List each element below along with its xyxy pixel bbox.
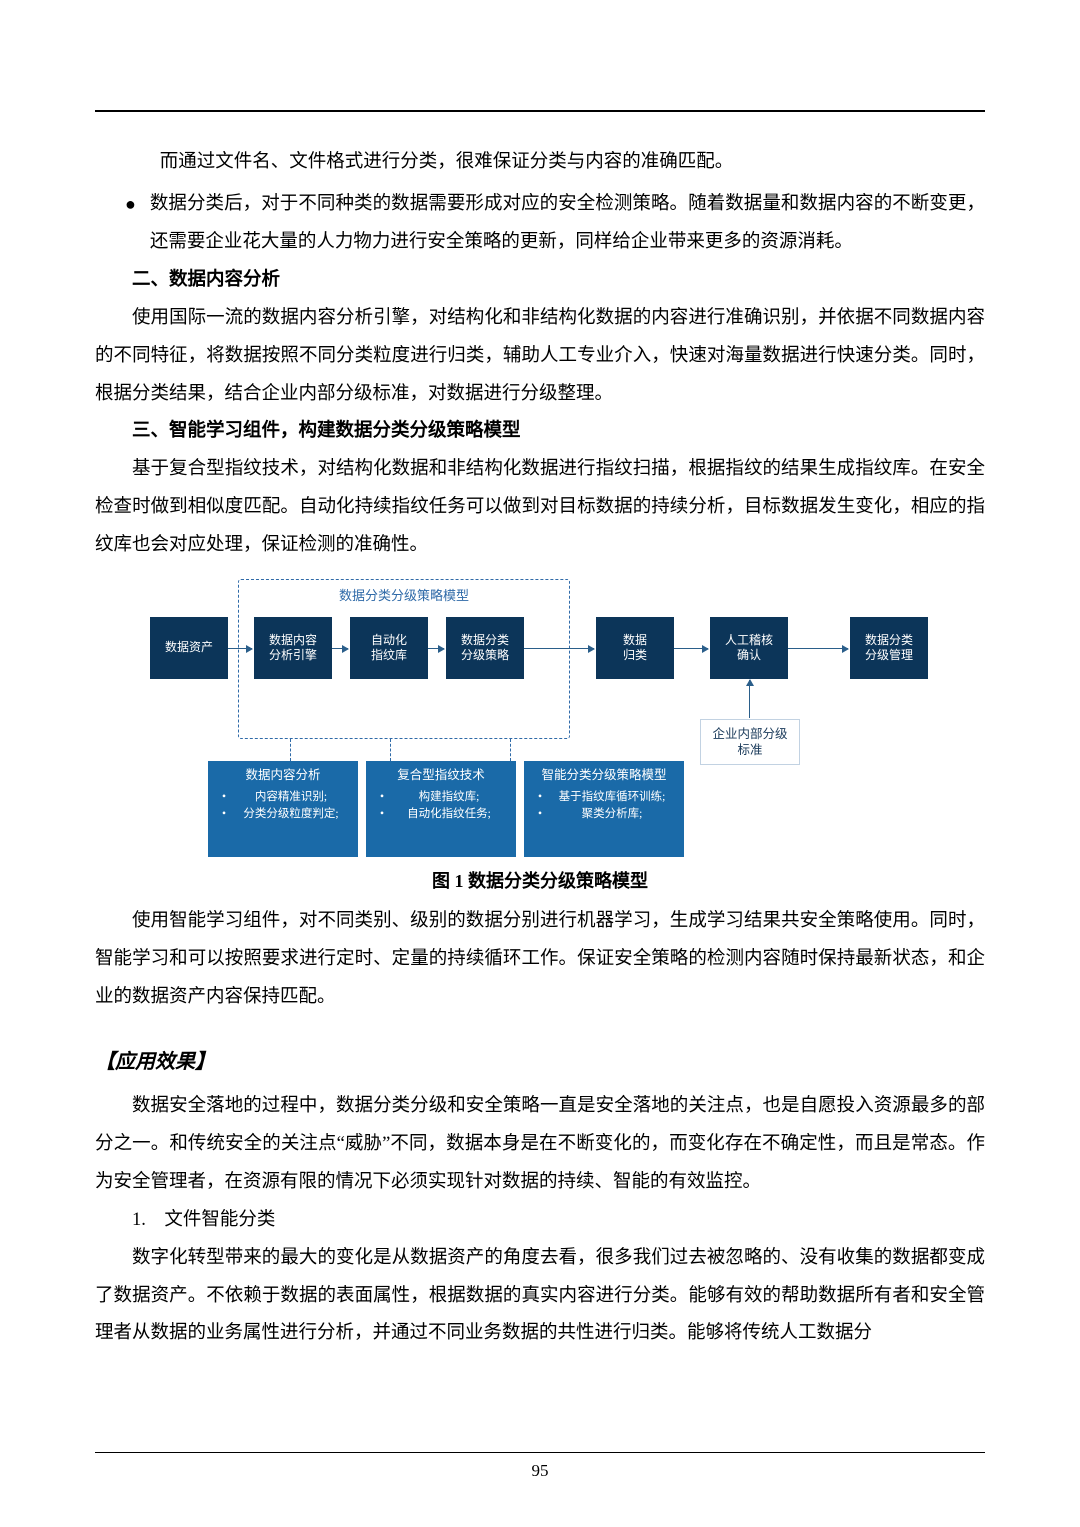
paragraph: 数据安全落地的过程中，数据分类分级和安全策略一直是安全落地的关注点，也是自愿投入… bbox=[95, 1088, 985, 1202]
pane-item: 基于指纹库循环训练; bbox=[538, 789, 676, 806]
paragraph: 基于复合型指纹技术，对结构化数据和非结构化数据进行指纹扫描，根据指纹的结果生成指… bbox=[95, 451, 985, 565]
page-number: 95 bbox=[0, 1461, 1080, 1481]
connector bbox=[390, 739, 391, 761]
box-fp: 自动化 指纹库 bbox=[350, 617, 428, 679]
arrow bbox=[788, 648, 848, 649]
pane-item: 自动化指纹任务; bbox=[380, 806, 508, 823]
dashed-title: 数据分类分级策略模型 bbox=[300, 585, 508, 604]
connector bbox=[290, 739, 291, 761]
top-rule bbox=[95, 110, 985, 112]
bottom-rule bbox=[95, 1452, 985, 1453]
box-classify: 数据 归类 bbox=[596, 617, 674, 679]
arrow bbox=[228, 648, 252, 649]
paragraph: 使用国际一流的数据内容分析引擎，对结构化和非结构化数据的内容进行准确识别，并依据… bbox=[95, 300, 985, 414]
pane-model: 智能分类分级策略模型 基于指纹库循环训练; 聚类分析库; bbox=[524, 761, 684, 857]
heading-2: 二、数据内容分析 bbox=[95, 262, 985, 300]
box-engine: 数据内容 分析引擎 bbox=[254, 617, 332, 679]
box-confirm: 人工稽核 确认 bbox=[710, 617, 788, 679]
bullet-icon: ● bbox=[125, 194, 136, 215]
box-manage: 数据分类 分级管理 bbox=[850, 617, 928, 679]
heading-3: 三、智能学习组件，构建数据分类分级策略模型 bbox=[95, 413, 985, 451]
connector bbox=[510, 739, 511, 761]
continuation-text: 而通过文件名、文件格式进行分类，很难保证分类与内容的准确匹配。 bbox=[95, 144, 985, 182]
paragraph: 数字化转型带来的最大的变化是从数据资产的角度去看，很多我们过去被忽略的、没有收集… bbox=[95, 1240, 985, 1354]
pane-title: 复合型指纹技术 bbox=[374, 767, 508, 783]
section-heading: 【应用效果】 bbox=[95, 1045, 985, 1074]
arrow bbox=[332, 648, 348, 649]
arrow-up bbox=[749, 680, 750, 718]
bullet-item: ● 数据分类后，对于不同种类的数据需要形成对应的安全检测策略。随着数据量和数据内… bbox=[95, 186, 985, 262]
pane-item: 内容精准识别; bbox=[222, 789, 350, 806]
box-strategy: 数据分类 分级策略 bbox=[446, 617, 524, 679]
figure: 数据分类分级策略模型 数据资产 数据内容 分析引擎 自动化 指纹库 数据分类 分… bbox=[150, 579, 930, 859]
numbered-item: 1. 文件智能分类 bbox=[95, 1202, 985, 1240]
pane-item: 分类分级粒度判定; bbox=[222, 806, 350, 823]
diagram: 数据分类分级策略模型 数据资产 数据内容 分析引擎 自动化 指纹库 数据分类 分… bbox=[150, 579, 930, 859]
pane-item: 聚类分析库; bbox=[538, 806, 676, 823]
pane-list: 基于指纹库循环训练; 聚类分析库; bbox=[532, 789, 676, 822]
arrow bbox=[524, 648, 594, 649]
pane-content-analysis: 数据内容分析 内容精准识别; 分类分级粒度判定; bbox=[208, 761, 358, 857]
bullet-text: 数据分类后，对于不同种类的数据需要形成对应的安全检测策略。随着数据量和数据内容的… bbox=[150, 186, 985, 262]
pane-list: 构建指纹库; 自动化指纹任务; bbox=[374, 789, 508, 822]
box-std: 企业内部分级 标准 bbox=[700, 719, 800, 765]
pane-item: 构建指纹库; bbox=[380, 789, 508, 806]
figure-caption: 图 1 数据分类分级策略模型 bbox=[95, 867, 985, 893]
pane-fingerprint: 复合型指纹技术 构建指纹库; 自动化指纹任务; bbox=[366, 761, 516, 857]
pane-title: 数据内容分析 bbox=[216, 767, 350, 783]
pane-title: 智能分类分级策略模型 bbox=[532, 767, 676, 783]
pane-list: 内容精准识别; 分类分级粒度判定; bbox=[216, 789, 350, 822]
document-page: 而通过文件名、文件格式进行分类，很难保证分类与内容的准确匹配。 ● 数据分类后，… bbox=[0, 0, 1080, 1527]
arrow bbox=[674, 648, 708, 649]
arrow bbox=[428, 648, 444, 649]
paragraph: 使用智能学习组件，对不同类别、级别的数据分别进行机器学习，生成学习结果共安全策略… bbox=[95, 903, 985, 1017]
box-asset: 数据资产 bbox=[150, 617, 228, 679]
